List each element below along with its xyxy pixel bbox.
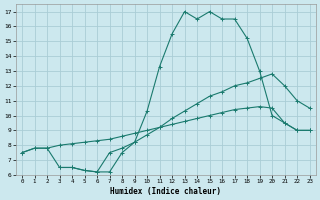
X-axis label: Humidex (Indice chaleur): Humidex (Indice chaleur) (110, 187, 221, 196)
